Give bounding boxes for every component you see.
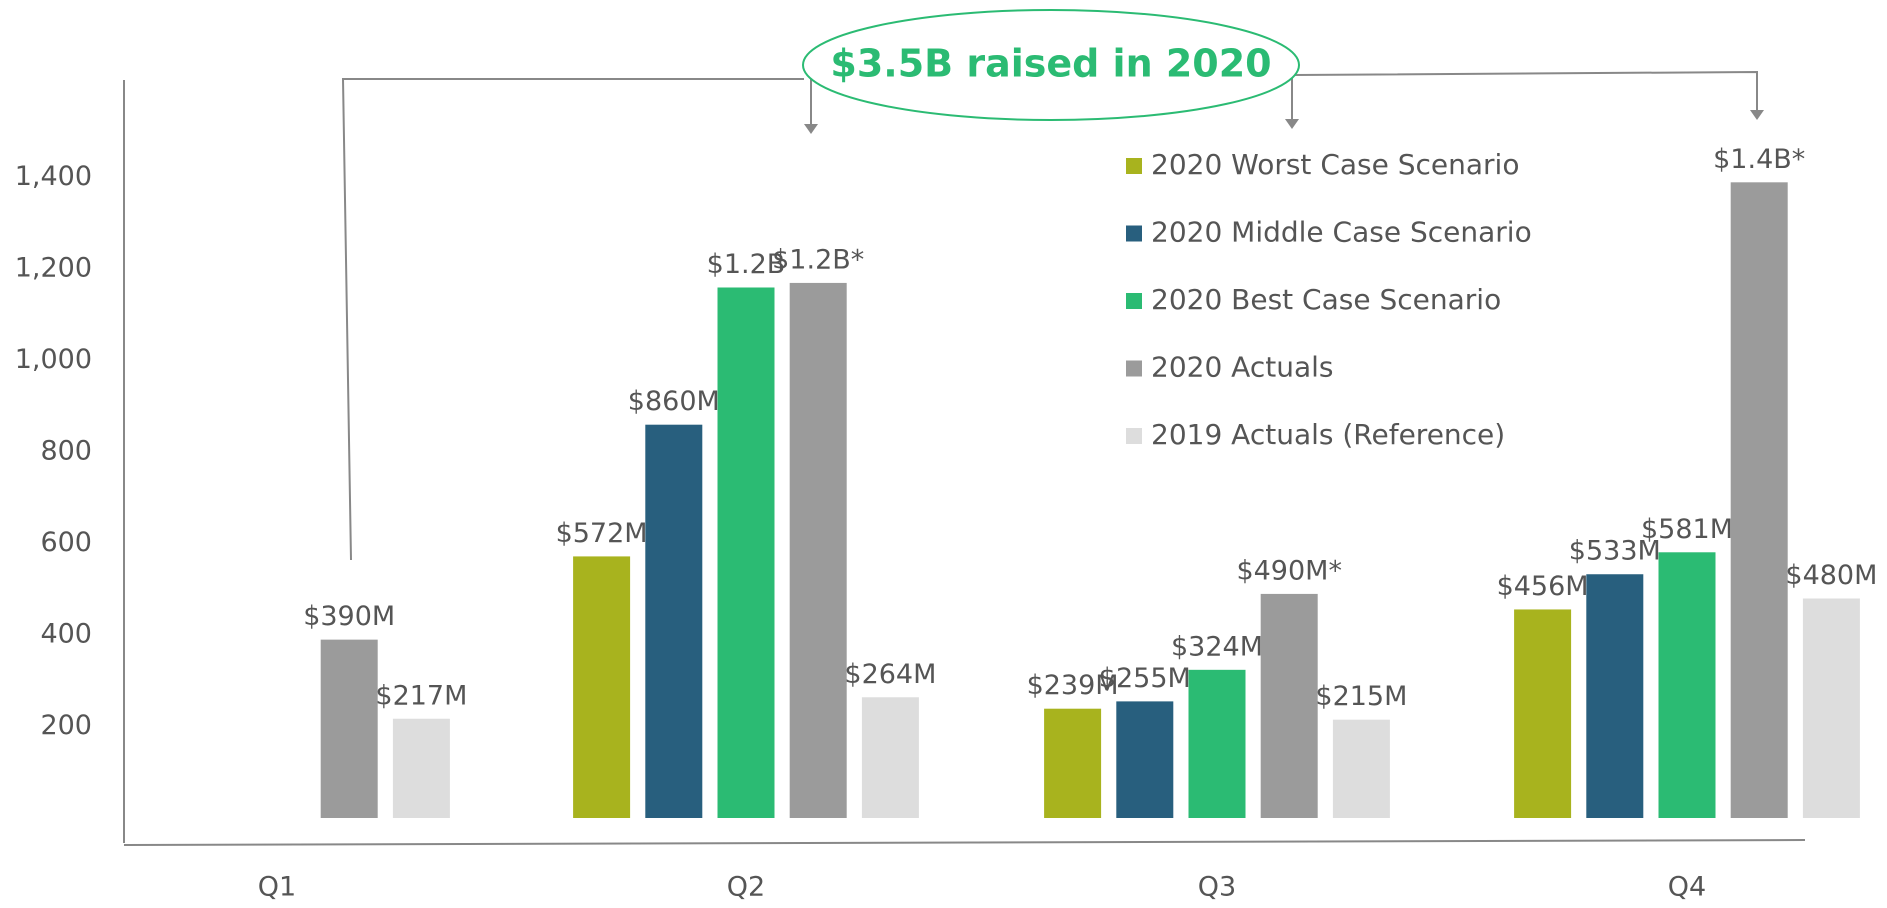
bar xyxy=(861,697,919,818)
y-tick-label: 1,000 xyxy=(15,344,92,375)
data-label: $1.2B* xyxy=(772,244,864,275)
x-tick-label: Q4 xyxy=(1668,872,1706,903)
annotation: $3.5B raised in 2020 xyxy=(830,42,1271,86)
bar xyxy=(1332,719,1390,818)
y-tick-label: 800 xyxy=(40,436,92,467)
bar xyxy=(573,556,631,818)
y-tick-label: 400 xyxy=(40,619,92,650)
annotation-arrows xyxy=(804,110,1764,134)
data-label: $480M xyxy=(1785,560,1877,591)
data-label: $1.4B* xyxy=(1713,144,1805,175)
data-label: $456M xyxy=(1497,571,1589,602)
bar xyxy=(1586,574,1644,818)
x-tick-label: Q1 xyxy=(258,872,296,903)
data-label: $390M xyxy=(303,601,395,632)
y-tick-label: 600 xyxy=(40,527,92,558)
legend-swatch xyxy=(1126,225,1142,242)
y-tick-label: 200 xyxy=(40,710,92,741)
bar xyxy=(1260,593,1318,818)
bar xyxy=(1188,669,1246,818)
legend-label: 2020 Middle Case Scenario xyxy=(1151,216,1532,249)
x-tick-label: Q2 xyxy=(727,872,765,903)
legend-label: 2019 Actuals (Reference) xyxy=(1151,418,1505,451)
data-label: $490M* xyxy=(1236,555,1342,586)
data-label: $1.2B xyxy=(707,249,786,280)
data-label: $324M xyxy=(1171,631,1263,662)
data-label: $581M xyxy=(1641,514,1733,545)
legend-swatch xyxy=(1126,158,1142,174)
x-tick-label: Q3 xyxy=(1198,872,1236,903)
annotation-bubble xyxy=(802,9,1300,121)
bar xyxy=(717,287,775,818)
data-label: $860M xyxy=(628,386,720,417)
bar xyxy=(1514,609,1572,818)
bar xyxy=(789,282,847,818)
bar xyxy=(1116,701,1174,818)
legend-label: 2020 Best Case Scenario xyxy=(1151,283,1501,316)
legend-swatch xyxy=(1126,428,1142,444)
bar xyxy=(645,424,703,818)
data-label: $533M xyxy=(1569,536,1661,567)
bar xyxy=(320,639,378,818)
bar xyxy=(1044,708,1102,818)
data-label: $255M xyxy=(1099,663,1191,694)
data-label: $217M xyxy=(375,680,467,711)
y-tick-label: 1,200 xyxy=(15,253,92,284)
data-label: $239M xyxy=(1027,670,1119,701)
bar xyxy=(1802,598,1860,818)
data-label: $572M xyxy=(556,518,648,549)
data-label: $215M xyxy=(1315,681,1407,712)
legend-label: 2020 Actuals xyxy=(1151,351,1333,384)
x-axis xyxy=(123,839,1806,846)
bar xyxy=(1730,182,1788,819)
legend-swatch xyxy=(1126,293,1142,309)
legend-swatch xyxy=(1126,360,1142,377)
annotation-bracket xyxy=(341,70,1758,561)
data-label: $264M xyxy=(844,659,936,690)
y-tick-label: 1,400 xyxy=(15,161,92,192)
bar xyxy=(392,718,450,818)
bar xyxy=(1658,552,1716,818)
legend-label: 2020 Worst Case Scenario xyxy=(1151,148,1519,181)
